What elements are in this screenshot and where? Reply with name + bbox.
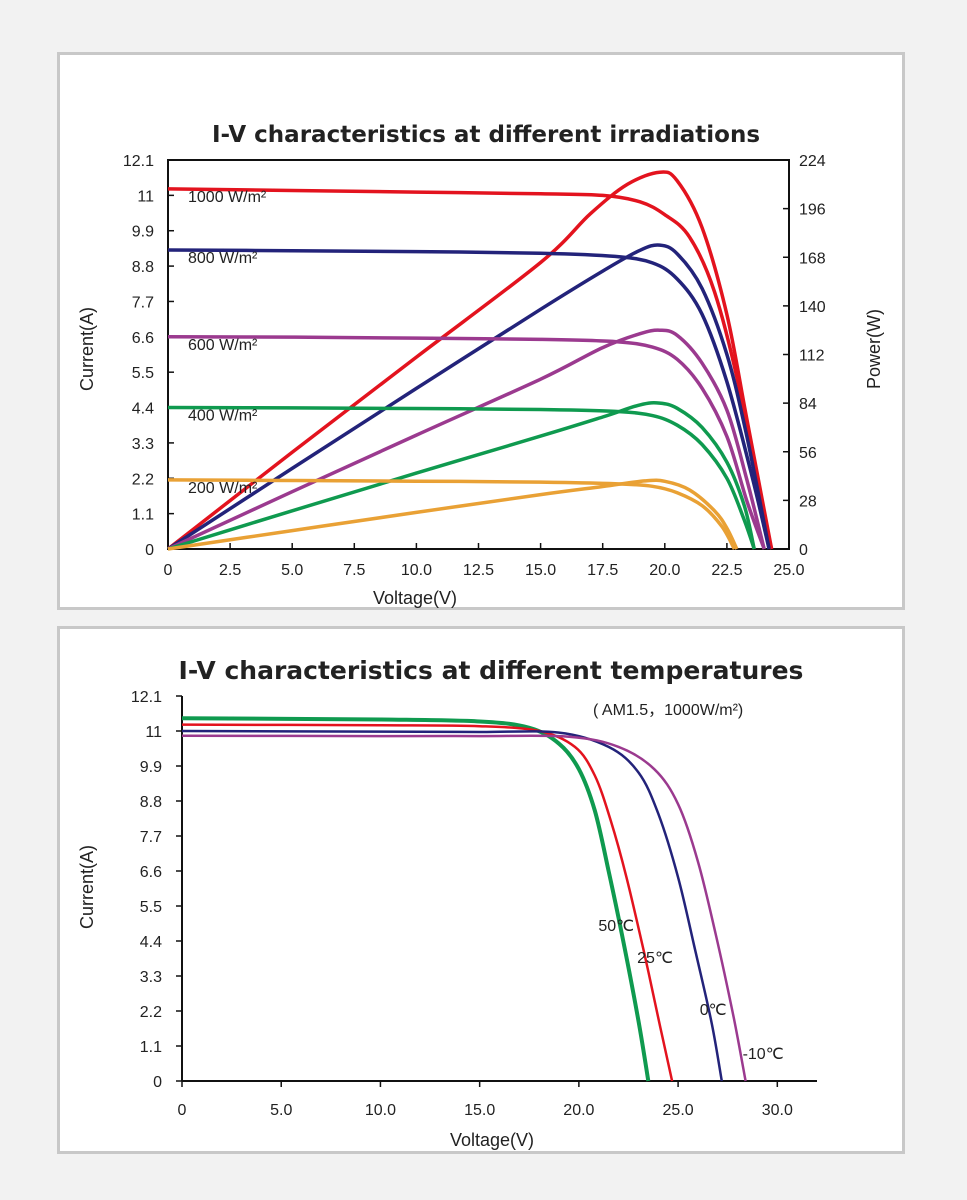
x-tick-label: 10.0 — [365, 1102, 396, 1119]
y-tick-label: 8.8 — [132, 259, 154, 276]
series-label-400: 400 W/m² — [188, 408, 258, 425]
x-tick-label: 17.5 — [587, 562, 618, 579]
x-tick-label: 0 — [164, 562, 173, 579]
y-tick-label: 1.1 — [132, 507, 154, 524]
x-tick-label: 22.5 — [711, 562, 742, 579]
y-tick-label: 2.2 — [132, 471, 154, 488]
chart-subtitle: ( AM1.5，1000W/m²) — [593, 702, 743, 719]
y-tick-label: 9.9 — [140, 759, 162, 776]
iv-curve-0 — [181, 729, 724, 1082]
x-tick-label: 20.0 — [563, 1102, 594, 1119]
temperature-label-25: 25℃ — [637, 950, 673, 967]
x-tick-label: 0 — [178, 1102, 187, 1119]
x-tick-label: 10.0 — [401, 562, 432, 579]
y2-tick-label: 112 — [799, 348, 825, 365]
x-tick-label: 25.0 — [773, 562, 804, 579]
y2-tick-label: 140 — [799, 299, 826, 316]
x-tick-label: 5.0 — [270, 1102, 292, 1119]
x-axis-label: Voltage(V) — [373, 588, 457, 608]
series-label-1000: 1000 W/m² — [188, 189, 267, 206]
y2-tick-label: 0 — [799, 542, 808, 559]
iv-curve-minus10 — [181, 734, 747, 1082]
power-curve-1000 — [166, 170, 774, 551]
current-curve-400 — [167, 405, 756, 550]
y-tick-label: 6.6 — [132, 330, 154, 347]
x-tick-label: 12.5 — [463, 562, 494, 579]
x-axis-label: Voltage(V) — [450, 1130, 534, 1150]
x-tick-label: 15.0 — [525, 562, 556, 579]
x-tick-label: 20.0 — [649, 562, 680, 579]
temperature-label-50: 50℃ — [598, 918, 634, 935]
power-curve-400 — [167, 401, 756, 551]
y-tick-label: 9.9 — [132, 224, 154, 241]
temperature-label-minus10: -10℃ — [743, 1046, 784, 1063]
y-tick-label: 2.2 — [140, 1004, 162, 1021]
y-tick-label: 4.4 — [132, 401, 154, 418]
series-label-800: 800 W/m² — [188, 250, 258, 267]
power-curve-600 — [167, 328, 766, 551]
chart-title: I-V characteristics at different tempera… — [179, 656, 804, 685]
y-tick-label: 12.1 — [123, 153, 154, 170]
y2-tick-label: 196 — [799, 202, 826, 219]
temperature-chart: I-V characteristics at different tempera… — [77, 656, 817, 1150]
y-tick-label: 1.1 — [140, 1039, 162, 1056]
irradiance-chart: I-V characteristics at different irradia… — [77, 122, 884, 608]
x-tick-label: 5.0 — [281, 562, 303, 579]
y-tick-label: 11 — [145, 724, 162, 741]
current-curve-600 — [167, 335, 766, 550]
y2-tick-label: 28 — [799, 493, 817, 510]
y-tick-label: 5.5 — [132, 365, 154, 382]
y2-tick-label: 224 — [799, 153, 826, 170]
current-curve-200 — [167, 478, 736, 550]
irradiance-chart-panel: I-V characteristics at different irradia… — [57, 52, 905, 610]
y-tick-label: 11 — [137, 188, 154, 205]
y2-tick-label: 84 — [799, 396, 817, 413]
y-tick-label: 7.7 — [140, 829, 162, 846]
temperature-label-0: 0℃ — [700, 1002, 727, 1019]
y2-tick-label: 56 — [799, 445, 817, 462]
y-tick-label: 8.8 — [140, 794, 162, 811]
x-tick-label: 7.5 — [343, 562, 365, 579]
current-curve-1000 — [167, 187, 774, 550]
series-label-600: 600 W/m² — [188, 337, 258, 354]
x-tick-label: 2.5 — [219, 562, 241, 579]
y-tick-label: 3.3 — [132, 436, 154, 453]
power-curve-800 — [167, 243, 771, 551]
y-tick-label: 4.4 — [140, 934, 162, 951]
y-tick-label: 0 — [153, 1074, 162, 1091]
x-tick-label: 30.0 — [762, 1102, 793, 1119]
y-tick-label: 12.1 — [131, 689, 162, 706]
y-tick-label: 7.7 — [132, 294, 154, 311]
y-axis-label: Current(A) — [77, 307, 97, 391]
chart-title: I-V characteristics at different irradia… — [212, 122, 760, 148]
x-tick-label: 15.0 — [464, 1102, 495, 1119]
y-tick-label: 3.3 — [140, 969, 162, 986]
y-tick-label: 5.5 — [140, 899, 162, 916]
iv-curve-25 — [181, 723, 674, 1082]
iv-curve-50 — [181, 716, 651, 1082]
y-tick-label: 6.6 — [140, 864, 162, 881]
temperature-chart-panel: I-V characteristics at different tempera… — [57, 626, 905, 1154]
current-curve-800 — [167, 248, 771, 550]
y2-tick-label: 168 — [799, 250, 826, 267]
series-label-200: 200 W/m² — [188, 480, 258, 497]
y2-axis-label: Power(W) — [864, 309, 884, 389]
y-tick-label: 0 — [145, 542, 154, 559]
x-tick-label: 25.0 — [663, 1102, 694, 1119]
y-axis-label: Current(A) — [77, 845, 97, 929]
